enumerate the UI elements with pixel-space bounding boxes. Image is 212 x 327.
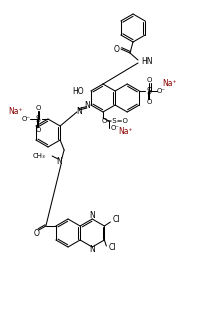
Text: N: N <box>89 212 95 220</box>
Text: HO: HO <box>72 87 84 95</box>
Text: Cl: Cl <box>109 244 116 252</box>
Text: O: O <box>114 44 120 54</box>
Text: HN: HN <box>141 57 152 65</box>
Text: O⁻: O⁻ <box>21 116 31 122</box>
Text: O: O <box>147 99 152 105</box>
Text: O: O <box>35 105 41 111</box>
Text: Na⁺: Na⁺ <box>119 127 133 135</box>
Text: O: O <box>34 230 40 238</box>
Text: N: N <box>84 100 90 110</box>
Text: CH₃: CH₃ <box>32 153 45 159</box>
Text: O⁻: O⁻ <box>110 125 120 131</box>
Text: S: S <box>36 114 40 124</box>
Text: N: N <box>76 107 82 115</box>
Text: O=S=O: O=S=O <box>102 118 128 124</box>
Text: O: O <box>35 127 41 133</box>
Text: N: N <box>56 157 62 165</box>
Text: O⁻: O⁻ <box>157 88 166 94</box>
Text: Cl: Cl <box>113 215 120 225</box>
Text: N: N <box>89 246 95 254</box>
Text: Na⁺: Na⁺ <box>162 79 177 89</box>
Text: Na⁺: Na⁺ <box>9 108 23 116</box>
Text: S: S <box>147 87 152 95</box>
Text: O: O <box>147 77 152 83</box>
